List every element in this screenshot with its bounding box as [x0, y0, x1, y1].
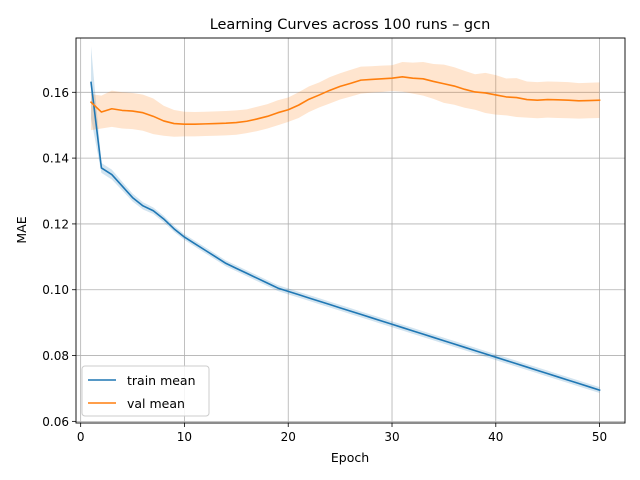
x-tick-label: 40 [488, 430, 503, 444]
grid [76, 38, 625, 423]
y-axis-label: MAE [14, 216, 29, 243]
plot-frame [75, 37, 626, 424]
x-tick-label: 30 [384, 430, 399, 444]
confidence-bands [91, 46, 600, 394]
y-tick-label: 0.12 [42, 217, 69, 231]
x-axis-ticks: 0 10 20 30 40 50 [77, 423, 607, 444]
legend-label-val-mean: val mean [127, 396, 185, 411]
x-axis-label: Epoch [331, 450, 369, 465]
series-lines [89, 76, 601, 392]
x-tick-label: 50 [592, 430, 607, 444]
val-mean-line [89, 76, 601, 126]
chart-title: Learning Curves across 100 runs – gcn [210, 17, 491, 33]
train-mean-line [90, 81, 601, 392]
legend: train mean val mean [81, 365, 210, 417]
y-tick-label: 0.06 [42, 415, 69, 429]
x-tick-label: 0 [77, 430, 85, 444]
y-axis-ticks: 0.06 0.08 0.10 0.12 0.14 0.16 [42, 86, 76, 429]
y-tick-label: 0.08 [42, 349, 69, 363]
val-mean-band [91, 62, 600, 137]
y-tick-label: 0.16 [42, 86, 69, 100]
y-tick-label: 0.14 [42, 152, 69, 166]
x-tick-label: 10 [177, 430, 192, 444]
legend-label-train-mean: train mean [127, 373, 196, 388]
y-tick-label: 0.10 [42, 283, 69, 297]
x-tick-label: 20 [281, 430, 296, 444]
